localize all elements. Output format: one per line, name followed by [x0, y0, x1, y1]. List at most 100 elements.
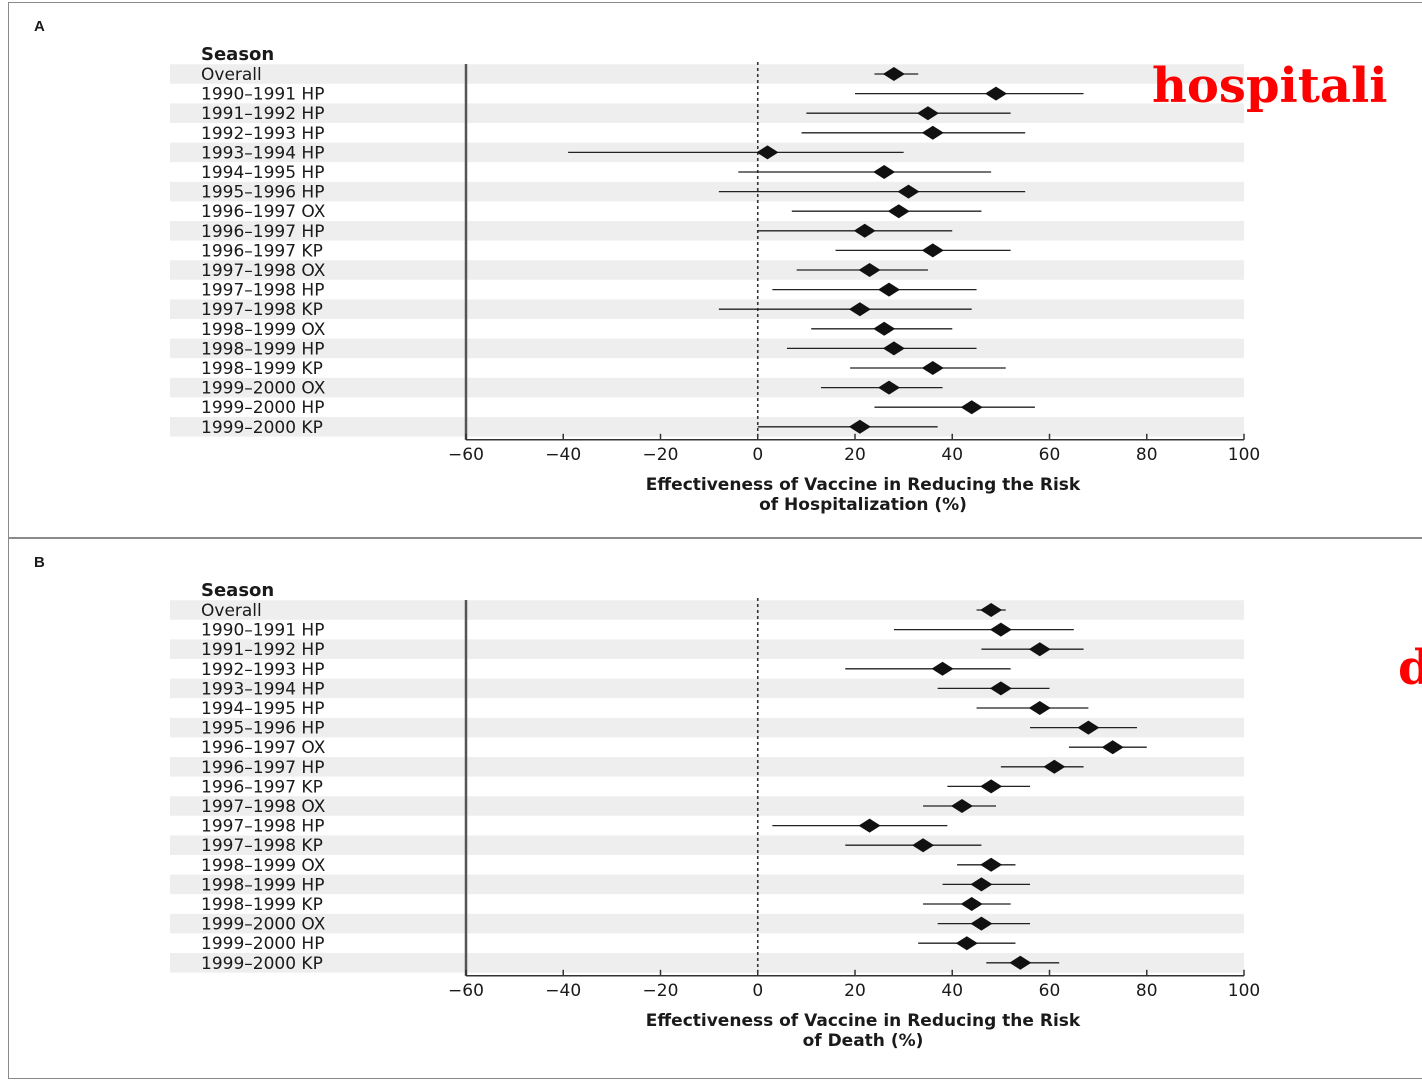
row-label: 1999–2000 KP	[201, 954, 323, 974]
x-tick-label: 40	[941, 981, 963, 1001]
x-tick-label: −60	[448, 981, 484, 1001]
row-label: 1997–1998 OX	[201, 797, 326, 817]
x-tick-label: 20	[844, 445, 866, 465]
row-label: 1997–1998 KP	[201, 836, 323, 856]
row-label: 1998–1999 HP	[201, 339, 324, 359]
point-estimate-marker	[980, 603, 1003, 617]
x-tick-label: 80	[1136, 981, 1158, 1001]
row-label: Overall	[201, 601, 262, 621]
row-label: 1999–2000 OX	[201, 915, 326, 935]
point-estimate-marker	[989, 681, 1012, 696]
row-label: 1998–1999 KP	[201, 359, 323, 379]
x-tick-label: 0	[752, 445, 763, 465]
point-estimate-marker	[887, 204, 910, 219]
row-label: 1998–1999 OX	[201, 320, 326, 340]
row-label: 1993–1994 HP	[201, 679, 324, 699]
overlay-label-death: d	[1398, 640, 1422, 696]
row-label: 1997–1998 HP	[201, 281, 324, 301]
point-estimate-marker	[989, 622, 1012, 637]
point-estimate-marker	[882, 341, 905, 356]
point-estimate-marker	[1028, 701, 1051, 715]
row-label: 1995–1996 HP	[201, 183, 324, 203]
row-band	[170, 717, 1244, 738]
row-label: 1999–2000 HP	[201, 934, 324, 954]
x-axis-label-line2: of Hospitalization (%)	[759, 495, 967, 515]
point-estimate-marker	[970, 916, 993, 931]
row-band	[170, 639, 1244, 659]
x-tick-label: −20	[643, 981, 679, 1001]
x-tick-label: 0	[752, 981, 763, 1001]
row-label: 1994–1995 HP	[201, 699, 324, 719]
row-label: 1997–1998 HP	[201, 817, 324, 837]
row-label: 1998–1999 KP	[201, 895, 323, 915]
x-tick-label: 100	[1228, 981, 1260, 1001]
point-estimate-marker	[950, 799, 973, 813]
row-band	[170, 181, 1244, 202]
row-band	[170, 103, 1244, 123]
point-estimate-marker	[858, 263, 881, 277]
row-label: 1996–1997 HP	[201, 222, 324, 242]
x-axis-label: Effectiveness of Vaccine in Reducing the…	[646, 475, 1081, 495]
row-band	[170, 417, 1244, 437]
point-estimate-marker	[921, 361, 944, 375]
row-band	[170, 338, 1244, 359]
row-band	[170, 600, 1244, 620]
row-label: 1998–1999 HP	[201, 875, 324, 895]
row-band	[170, 913, 1244, 934]
row-band	[170, 377, 1244, 398]
panel-death: B Season −60 −40 −20 0 20 40 60 80 100 Effectivenes…	[8, 538, 1422, 1079]
point-estimate-marker	[921, 125, 944, 140]
point-estimate-marker	[873, 165, 896, 179]
row-label: 1990–1991 HP	[201, 621, 324, 641]
row-label: 1991–1992 HP	[201, 640, 324, 660]
row-header: Season	[201, 580, 274, 601]
x-tick-label: −40	[545, 445, 581, 465]
x-tick-label: 100	[1228, 445, 1260, 465]
point-estimate-marker	[882, 67, 905, 81]
row-label: 1999–2000 KP	[201, 418, 323, 438]
point-estimate-marker	[756, 145, 779, 160]
point-estimate-marker	[878, 380, 901, 395]
point-estimate-marker	[960, 400, 983, 415]
row-band	[170, 260, 1244, 280]
panel-label: B	[34, 554, 45, 571]
x-tick-label: 40	[941, 445, 963, 465]
x-tick-label: −20	[643, 445, 679, 465]
point-estimate-marker	[1028, 642, 1051, 657]
row-label: 1999–2000 OX	[201, 379, 326, 399]
point-estimate-marker	[985, 86, 1008, 101]
row-label: 1996–1997 HP	[201, 758, 324, 778]
point-estimate-marker	[873, 321, 896, 336]
point-estimate-marker	[1101, 740, 1124, 755]
point-estimate-marker	[848, 419, 871, 434]
overlay-label-hospitalization: hospitali	[1152, 58, 1388, 114]
panel-hospitalization: A Season −60 −40 −20 0 20 40 60 80 100 Effectivenes…	[8, 2, 1422, 538]
row-label: 1996–1997 OX	[201, 202, 326, 222]
row-label: 1996–1997 OX	[201, 738, 326, 758]
point-estimate-marker	[960, 897, 983, 911]
point-estimate-marker	[980, 779, 1003, 794]
row-label: 1992–1993 HP	[201, 660, 324, 680]
row-label: 1991–1992 HP	[201, 104, 324, 124]
point-estimate-marker	[955, 936, 978, 951]
x-axis-label: Effectiveness of Vaccine in Reducing the…	[646, 1011, 1081, 1031]
row-label: 1996–1997 KP	[201, 241, 323, 261]
panel-label: A	[34, 18, 45, 35]
x-tick-label: 20	[844, 981, 866, 1001]
point-estimate-marker	[897, 184, 920, 199]
x-axis-label-line2: of Death (%)	[803, 1031, 924, 1051]
row-band	[170, 221, 1244, 241]
row-band	[170, 874, 1244, 895]
row-label: 1997–1998 OX	[201, 261, 326, 281]
row-band	[170, 796, 1244, 816]
row-band	[170, 299, 1244, 319]
point-estimate-marker	[1077, 720, 1100, 735]
row-band	[170, 953, 1244, 973]
x-tick-label: 60	[1039, 981, 1061, 1001]
row-header: Season	[201, 44, 274, 65]
row-label: 1998–1999 OX	[201, 856, 326, 876]
row-band	[170, 757, 1244, 777]
forest-plot-death: B Season −60 −40 −20 0 20 40 60 80 100 Effectivenes…	[34, 554, 1260, 1051]
row-label: 1993–1994 HP	[201, 143, 324, 163]
row-band	[170, 678, 1244, 699]
